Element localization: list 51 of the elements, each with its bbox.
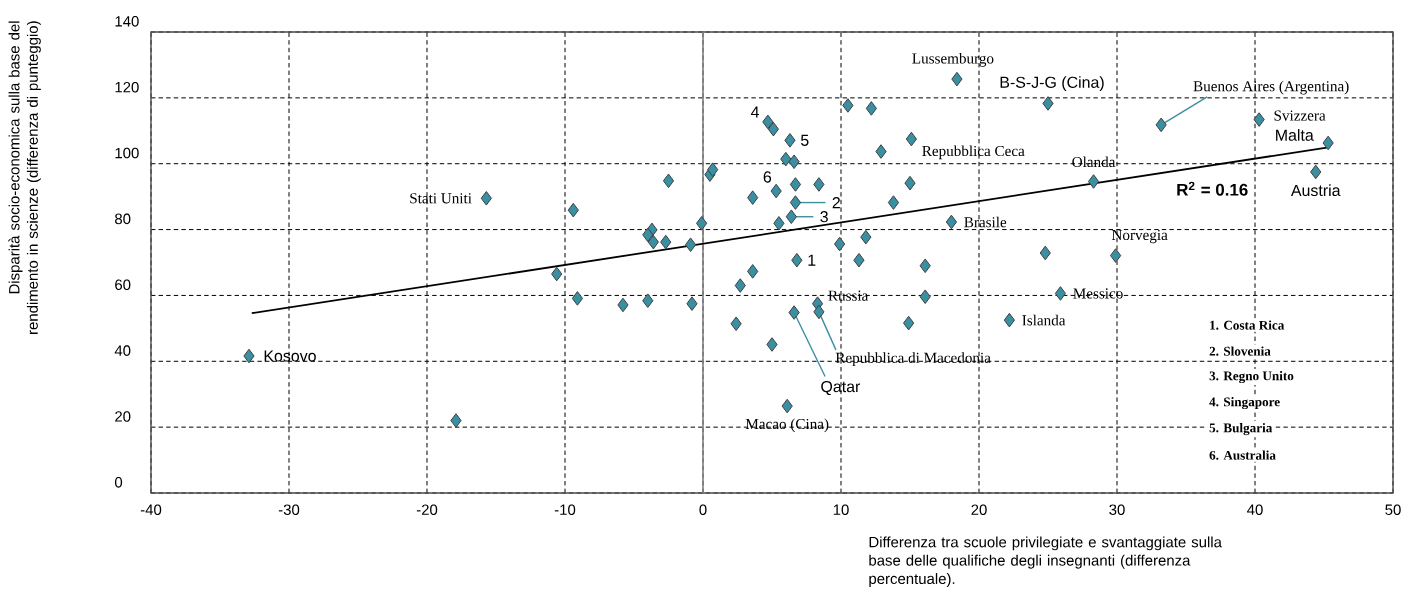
annotation: 1 bbox=[808, 254, 816, 266]
annotation: R$^{2}$ = 0.16 bbox=[1177, 181, 1248, 196]
x-tick-label: 50 bbox=[1385, 504, 1401, 515]
x-tick-label: 0 bbox=[699, 504, 707, 515]
y-tick-label: 120 bbox=[115, 81, 139, 93]
annotation: Repubblica Ceca bbox=[922, 145, 1025, 160]
x-tick-label: 10 bbox=[833, 504, 849, 515]
annotation: Brasile bbox=[964, 216, 1007, 228]
x-tick-label: -30 bbox=[278, 504, 300, 515]
annotation: Repubblica di Macedonia bbox=[835, 352, 991, 367]
annotation: 5 bbox=[800, 134, 809, 146]
y-tick-label: 0 bbox=[114, 477, 123, 488]
annotation: Macao (Cina) bbox=[745, 418, 829, 433]
annotation: 3 bbox=[820, 211, 828, 223]
annotation: Malta bbox=[1276, 129, 1314, 141]
x-tick-label: 40 bbox=[1247, 504, 1263, 515]
annotation: Buenos Aires (Argentina) bbox=[1193, 80, 1349, 95]
annotation: 2 bbox=[832, 197, 840, 209]
annotation: Austria bbox=[1290, 184, 1341, 197]
annotation: Islanda bbox=[1022, 314, 1066, 326]
y-tick-label: 80 bbox=[115, 213, 131, 225]
annotation: Norvegia bbox=[1111, 229, 1168, 244]
annotation: 6 bbox=[763, 171, 772, 183]
annotation: B-S-J-G (Cina) bbox=[1000, 76, 1104, 92]
annotation: 4 bbox=[750, 106, 760, 118]
annotation: Qatar bbox=[821, 380, 861, 396]
annotation: Kosovo bbox=[264, 350, 316, 362]
x-tick-label: -40 bbox=[140, 504, 162, 515]
x-tick-label: 20 bbox=[971, 504, 987, 515]
y-tick-label: 60 bbox=[115, 279, 131, 291]
annotation: 6. Australia bbox=[1209, 450, 1276, 460]
annotation: 2. Slovenia bbox=[1209, 346, 1271, 356]
annotation: 3. Regno Unito bbox=[1209, 371, 1294, 384]
y-tick-label: 140 bbox=[115, 16, 139, 27]
annotation: 1. Costa Rica bbox=[1210, 320, 1285, 330]
x-tick-label: -10 bbox=[554, 504, 576, 515]
annotation: Russia bbox=[828, 290, 869, 301]
annotation: 4. Singapore bbox=[1209, 397, 1280, 410]
y-tick-label: 100 bbox=[115, 147, 139, 159]
annotation: Messico bbox=[1073, 288, 1123, 299]
x-tick-label: 30 bbox=[1109, 504, 1125, 515]
annotation: Stati Uniti bbox=[410, 193, 472, 204]
annotation: Svizzera bbox=[1274, 110, 1326, 121]
y-axis-title: Disparità socio-economica sulla base del rendimento in scienze (differenza di punteggio) bbox=[8, 21, 41, 334]
annotation: Lussemburgo bbox=[912, 52, 994, 67]
x-tick-label: -20 bbox=[416, 504, 438, 515]
annotation: Olanda bbox=[1072, 156, 1116, 168]
annotation: 5. Bulgaria bbox=[1209, 423, 1273, 436]
y-tick-label: 40 bbox=[114, 345, 131, 356]
x-axis-title: Differenza tra scuole privilegiate e svantaggiate sulla base delle qualifiche degli insegnanti (differenza percentuale). bbox=[869, 536, 1222, 587]
y-tick-label: 20 bbox=[115, 411, 131, 422]
